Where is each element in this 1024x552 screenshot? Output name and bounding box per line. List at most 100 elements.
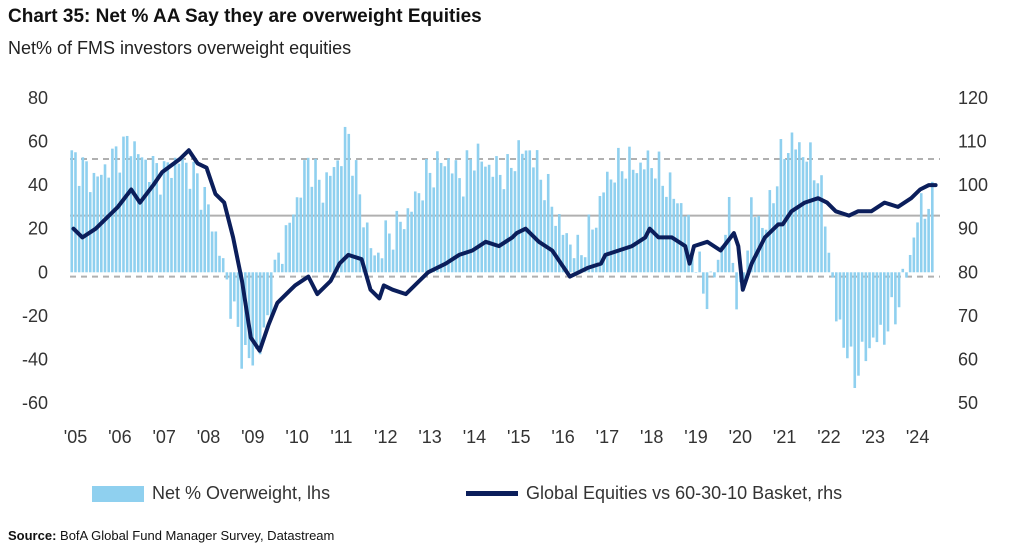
- bar-mark: [513, 171, 517, 273]
- bar-mark: [705, 272, 709, 310]
- bar-mark: [74, 152, 77, 273]
- bar-mark: [901, 268, 905, 273]
- bar-mark: [927, 208, 930, 273]
- bar-mark: [594, 227, 598, 273]
- bar-mark: [753, 217, 757, 273]
- bar-mark: [853, 272, 857, 389]
- bar-mark: [432, 187, 436, 273]
- bar-mark: [543, 200, 546, 273]
- bar-mark: [572, 258, 576, 273]
- bar-mark: [687, 214, 690, 273]
- y-right-tick-label: 120: [958, 88, 988, 108]
- legend-bars: Net % Overweight, lhs: [92, 483, 330, 504]
- bar-mark: [498, 174, 502, 273]
- bar-mark: [413, 191, 417, 273]
- bar-mark: [199, 209, 203, 273]
- y-right-tick-label: 100: [958, 175, 988, 195]
- bar-mark: [624, 178, 628, 273]
- bar-mark: [377, 252, 380, 273]
- bar-mark: [871, 272, 875, 338]
- bar-mark: [495, 156, 498, 273]
- bar-mark: [136, 154, 140, 273]
- bar-mark: [170, 177, 173, 273]
- bar-mark: [746, 250, 749, 273]
- bar-mark: [343, 126, 347, 273]
- bar-mark: [546, 173, 550, 273]
- x-tick-label: '19: [684, 427, 707, 447]
- bar-mark: [694, 272, 698, 273]
- bar-mark: [598, 196, 602, 273]
- bar-mark: [184, 162, 188, 273]
- bar-mark: [292, 214, 295, 273]
- bar-mark: [188, 188, 192, 273]
- bar-mark: [735, 272, 738, 310]
- bar-mark: [144, 159, 147, 273]
- bar-mark: [465, 150, 469, 273]
- legend-bars-swatch: [92, 485, 144, 502]
- x-tick-label: '07: [152, 427, 175, 447]
- bar-mark: [713, 272, 716, 278]
- chart-title: Chart 35: Net % AA Say they are overweig…: [8, 6, 482, 27]
- bar-mark: [450, 173, 454, 273]
- bar-mark: [155, 163, 159, 273]
- x-tick-label: '18: [640, 427, 663, 447]
- bar-mark: [487, 164, 491, 273]
- bar-mark: [557, 214, 561, 273]
- bar-mark: [897, 272, 901, 308]
- bar-mark: [609, 179, 613, 273]
- bar-mark: [288, 222, 291, 273]
- bar-mark: [506, 154, 509, 273]
- bar-mark: [417, 193, 421, 273]
- x-tick-label: '08: [197, 427, 220, 447]
- bar-mark: [857, 272, 860, 376]
- bar-mark: [140, 157, 144, 273]
- legend-line: Global Equities vs 60-30-10 Basket, rhs: [466, 483, 842, 504]
- x-tick-label: '24: [906, 427, 929, 447]
- bar-mark: [883, 272, 886, 345]
- y-left-tick-label: -20: [22, 306, 48, 326]
- bar-mark: [351, 175, 354, 273]
- bar-mark: [321, 202, 325, 273]
- bar-mark: [129, 156, 133, 273]
- y-right-tick-label: 50: [958, 393, 978, 413]
- bar-mark: [314, 158, 317, 273]
- bar-mark: [258, 272, 262, 355]
- bar-mark: [473, 170, 476, 273]
- bar-mark: [502, 189, 506, 273]
- bar-mark: [823, 226, 827, 273]
- y-right-tick-label: 90: [958, 219, 978, 239]
- bar-mark: [864, 272, 868, 362]
- y-right-tick-label: 70: [958, 306, 978, 326]
- bar-mark: [761, 227, 764, 273]
- bar-mark: [702, 272, 705, 294]
- bar-mark: [631, 169, 635, 273]
- bar-mark: [509, 167, 513, 273]
- bar-mark: [410, 211, 413, 273]
- bar-mark: [443, 166, 447, 273]
- bar-mark: [812, 180, 816, 273]
- bar-mark: [148, 182, 151, 273]
- bar-mark: [698, 251, 701, 273]
- bar-mark: [303, 160, 306, 273]
- bar-mark: [716, 259, 720, 273]
- bar-mark: [177, 163, 181, 273]
- bar-mark: [919, 193, 923, 273]
- bar-mark: [646, 150, 650, 273]
- bar-mark: [317, 179, 321, 273]
- x-tick-label: '05: [64, 427, 87, 447]
- bar-mark: [421, 200, 424, 273]
- x-tick-label: '20: [729, 427, 752, 447]
- source-label: Source:: [8, 528, 57, 543]
- bar-mark: [162, 161, 166, 273]
- bar-mark: [816, 183, 820, 273]
- chart-subtitle: Net% of FMS investors overweight equitie…: [8, 38, 352, 58]
- bar-mark: [384, 220, 388, 273]
- bar-mark: [391, 249, 395, 273]
- bar-mark: [657, 151, 661, 273]
- bar-mark: [790, 132, 794, 273]
- bar-mark: [340, 166, 343, 273]
- bar-mark: [480, 161, 484, 273]
- bar-mark: [805, 161, 809, 273]
- bar-mark: [266, 272, 269, 316]
